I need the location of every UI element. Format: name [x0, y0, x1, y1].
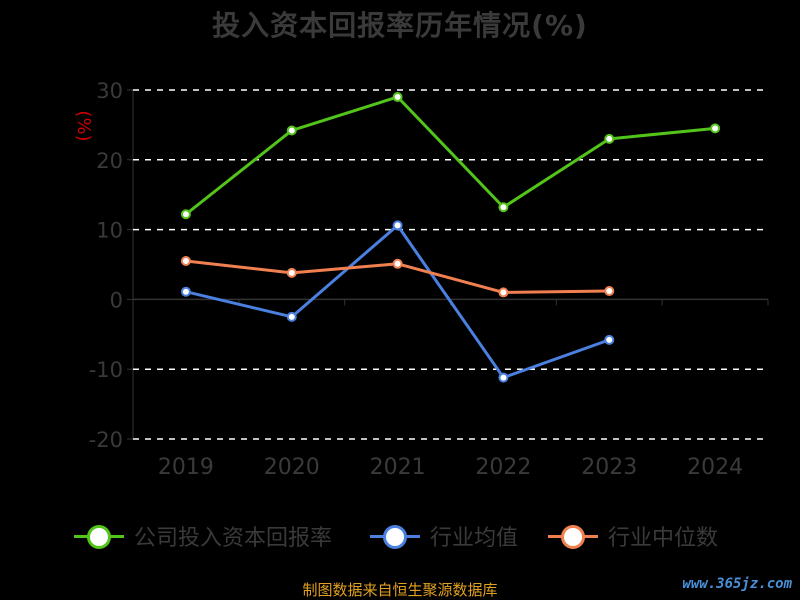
- data-point: [286, 267, 297, 278]
- legend-circle-icon: [383, 524, 407, 549]
- data-point: [710, 123, 721, 134]
- x-tick-label: 2022: [475, 455, 531, 480]
- data-point: [180, 256, 191, 267]
- y-tick-label: 30: [96, 79, 123, 103]
- y-tick-label: 20: [96, 149, 123, 173]
- y-tick-label: 0: [110, 288, 123, 312]
- data-point: [604, 133, 615, 144]
- legend-item-company[interactable]: 公司投入资本回报率: [74, 516, 332, 556]
- data-point: [604, 334, 615, 345]
- data-point: [180, 209, 191, 220]
- y-tick-label: -10: [89, 358, 123, 382]
- legend-item-industry-mean[interactable]: 行业均值: [370, 516, 518, 556]
- legend-line-icon: [74, 524, 124, 549]
- data-point: [392, 220, 403, 231]
- data-point: [498, 287, 509, 298]
- source-note: 制图数据来自恒生聚源数据库: [302, 581, 498, 599]
- legend-circle-icon: [87, 524, 111, 549]
- x-tick-label: 2023: [581, 455, 637, 480]
- watermark: www.365jz.com: [682, 576, 792, 592]
- legend-line-icon: [370, 524, 420, 549]
- data-point: [392, 91, 403, 102]
- legend-label: 行业中位数: [608, 526, 719, 551]
- legend-circle-icon: [561, 524, 585, 549]
- y-tick-label: 10: [96, 219, 123, 243]
- legend-item-industry-median[interactable]: 行业中位数: [548, 516, 718, 556]
- series-line-0: [184, 95, 716, 216]
- data-point: [604, 286, 615, 297]
- y-axis-label: (%): [73, 110, 94, 141]
- data-point: [498, 372, 509, 383]
- data-point: [392, 258, 403, 269]
- x-tick-label: 2020: [264, 455, 320, 480]
- legend-label: 公司投入资本回报率: [134, 526, 333, 551]
- y-tick-label: -20: [89, 428, 123, 452]
- data-point: [286, 311, 297, 322]
- series-line-1: [185, 223, 610, 380]
- data-point: [286, 125, 297, 136]
- x-tick-label: 2021: [370, 455, 426, 480]
- legend-line-icon: [548, 524, 598, 549]
- data-point: [498, 202, 509, 213]
- chart-title: 投入资本回报率历年情况(%): [212, 9, 588, 42]
- data-point: [180, 286, 191, 297]
- x-tick-label: 2024: [687, 455, 743, 480]
- x-tick-label: 2019: [158, 455, 214, 480]
- legend-label: 行业均值: [430, 526, 519, 551]
- legend: 公司投入资本回报率 行业均值 行业中位数: [0, 516, 800, 556]
